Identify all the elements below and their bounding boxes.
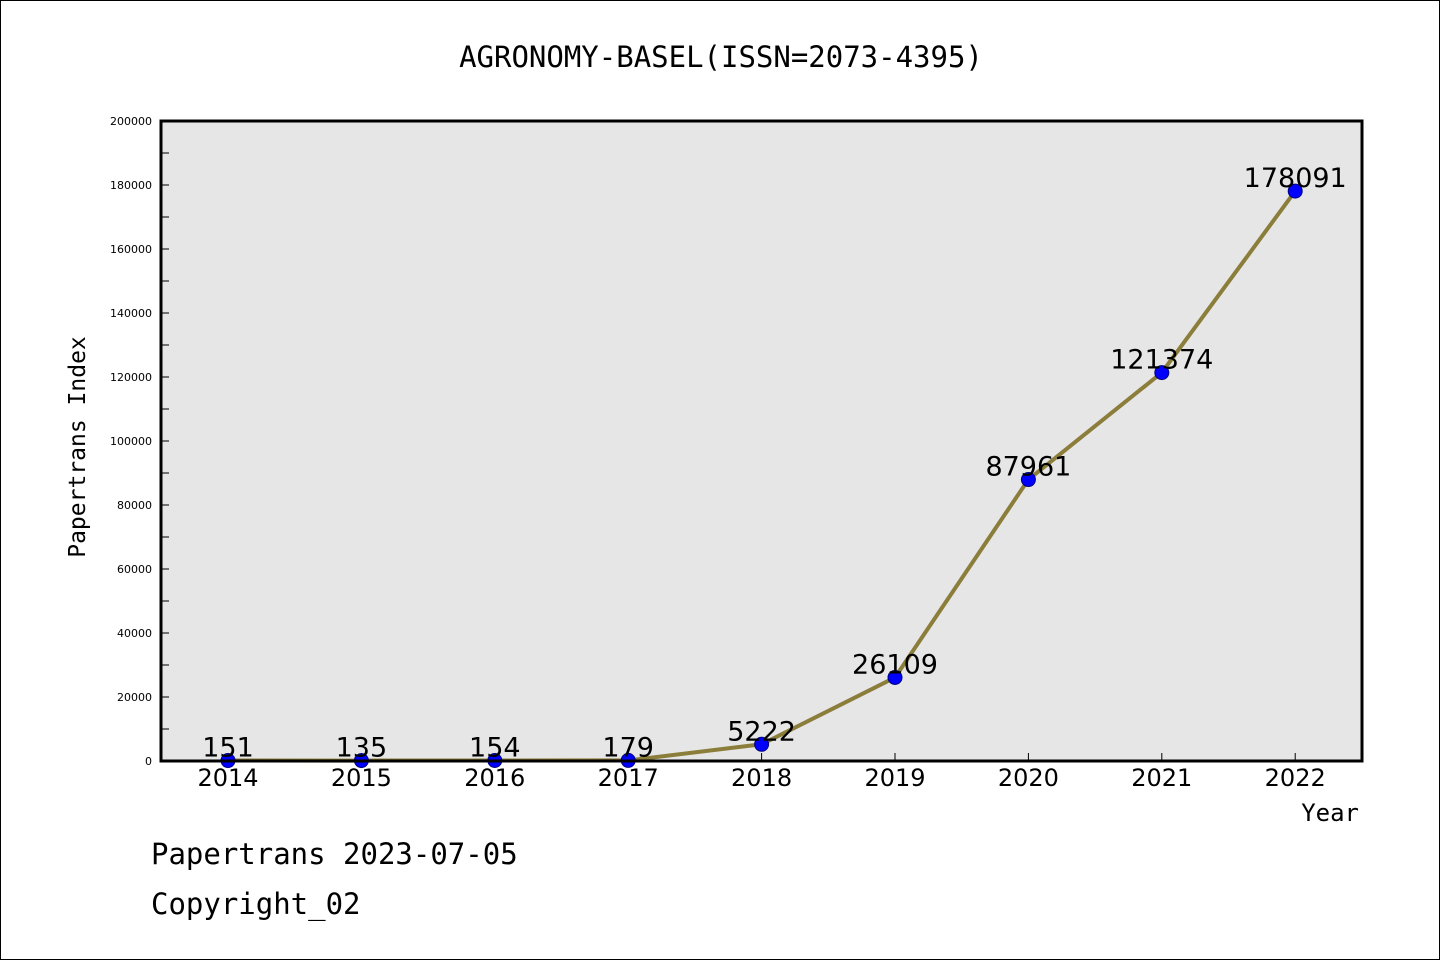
- y-tick-label: 60000: [117, 563, 152, 576]
- data-point: [1154, 365, 1170, 381]
- data-label: 179: [602, 732, 654, 763]
- y-axis-label: Papertrans Index: [65, 336, 91, 558]
- data-label: 5222: [727, 716, 796, 747]
- data-label: 154: [469, 733, 521, 764]
- x-axis-label: Year: [1301, 799, 1359, 827]
- y-tick-label: 200000: [110, 115, 152, 128]
- data-point: [887, 669, 903, 685]
- x-tick-label: 2019: [864, 764, 925, 792]
- footer-copyright: Copyright_02: [151, 887, 361, 921]
- x-tick-label: 2017: [598, 764, 659, 792]
- y-tick-label: 80000: [117, 499, 152, 512]
- y-tick-label: 100000: [110, 435, 152, 448]
- x-tick-label: 2022: [1265, 764, 1326, 792]
- data-label: 178091: [1244, 163, 1347, 194]
- y-tick-label: 20000: [117, 691, 152, 704]
- x-tick-label: 2020: [998, 764, 1059, 792]
- x-tick-label: 2015: [331, 764, 392, 792]
- x-tick-label: 2018: [731, 764, 792, 792]
- plot-border: [159, 119, 1364, 763]
- y-tick-label: 0: [145, 755, 152, 768]
- data-label: 87961: [985, 452, 1071, 483]
- y-tick-label: 160000: [110, 243, 152, 256]
- data-point: [1287, 183, 1303, 199]
- x-tick-label: 2021: [1131, 764, 1192, 792]
- data-label: 151: [202, 733, 254, 764]
- footer-date: Papertrans 2023-07-05: [151, 837, 518, 871]
- data-label: 135: [336, 733, 388, 764]
- plot-area: [161, 121, 1362, 761]
- data-label-layer: 151 135 154 179 5222 26109 87961 121374 178091: [202, 163, 1347, 763]
- data-label: 121374: [1110, 345, 1213, 376]
- data-label: 26109: [852, 649, 938, 680]
- y-axis: 0 20000 40000 60000 80000 100000 120000 140000 1…: [110, 115, 169, 768]
- data-point: [1020, 472, 1036, 488]
- y-tick-label: 140000: [110, 307, 152, 320]
- x-axis: 2014 2015 2016 2017 2018 2019 2020 2021 2022: [197, 753, 1326, 792]
- y-tick-label: 40000: [117, 627, 152, 640]
- x-tick-label: 2016: [464, 764, 525, 792]
- y-tick-label: 120000: [110, 371, 152, 384]
- data-point: [754, 736, 770, 752]
- y-tick-label: 180000: [110, 179, 152, 192]
- x-tick-label: 2014: [197, 764, 258, 792]
- chart-title: AGRONOMY-BASEL(ISSN=2073-4395): [459, 40, 983, 74]
